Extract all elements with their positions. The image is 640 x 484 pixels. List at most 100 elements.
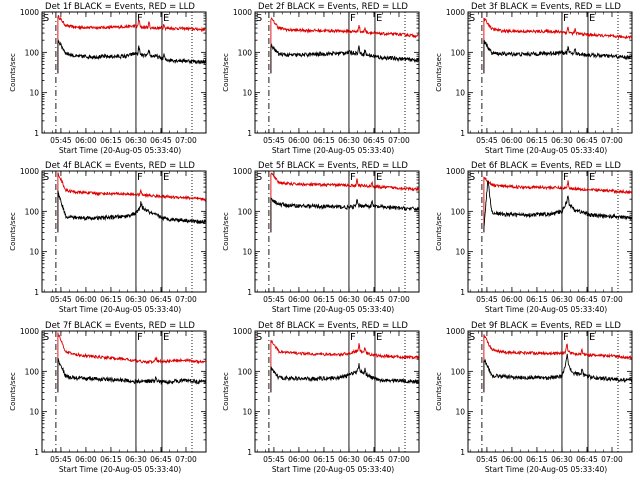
panel-det-9: Det 9f BLACK = Events, RED = LLD 1 10 100 10…	[435, 321, 633, 474]
plot-frame	[467, 170, 633, 293]
plot-frame	[41, 170, 207, 293]
y-tick-label: 10	[455, 408, 465, 417]
series-events-line	[483, 39, 633, 74]
x-tick-label: 07:00	[175, 295, 197, 304]
x-tick-label: 07:00	[601, 455, 623, 464]
x-tick-label: 05:45	[50, 295, 72, 304]
y-tick-label: 1000	[20, 167, 39, 176]
marker-label-e: E	[376, 332, 382, 343]
plot-frame	[41, 330, 207, 453]
y-axis-label: Counts/sec	[9, 212, 17, 251]
panel-det-3: Det 3f BLACK = Events, RED = LLD 1 10 100 10…	[435, 2, 633, 155]
y-tick-label: 1000	[446, 8, 465, 17]
marker-label-e: E	[163, 332, 169, 343]
series-lld-line	[270, 172, 420, 233]
marker-label-f: F	[350, 172, 356, 183]
panel-title: Det 6f BLACK = Events, RED = LLD	[471, 161, 621, 171]
marker-label-s: S	[469, 332, 475, 343]
x-tick-label: 06:45	[363, 295, 385, 304]
x-tick-label: 05:45	[50, 455, 72, 464]
series-lld-line	[57, 332, 207, 393]
x-tick-label: 05:45	[476, 455, 498, 464]
x-tick-label: 06:30	[125, 136, 147, 145]
marker-label-s: S	[469, 13, 475, 24]
x-tick-label: 06:45	[363, 455, 385, 464]
y-tick-label: 100	[25, 367, 40, 376]
x-axis-label: Start Time (20-Aug-05 05:33:40)	[485, 305, 607, 314]
x-tick-label: 06:15	[100, 295, 122, 304]
marker-label-e: E	[163, 172, 169, 183]
x-tick-label: 05:45	[476, 136, 498, 145]
y-tick-label: 1000	[446, 167, 465, 176]
marker-label-s: S	[469, 172, 475, 183]
x-tick-label: 06:15	[313, 455, 335, 464]
y-tick-label: 100	[238, 48, 253, 57]
x-tick-label: 06:00	[288, 136, 310, 145]
y-tick-label: 1	[247, 448, 252, 457]
x-tick-label: 06:45	[150, 136, 172, 145]
x-axis-label: Start Time (20-Aug-05 05:33:40)	[485, 465, 607, 474]
panel-det-6: Det 6f BLACK = Events, RED = LLD 1 10 100 10…	[435, 161, 633, 314]
x-tick-label: 06:15	[526, 295, 548, 304]
y-tick-label: 100	[25, 207, 40, 216]
y-tick-label: 100	[25, 48, 40, 57]
y-tick-label: 1	[460, 448, 465, 457]
marker-label-f: F	[350, 13, 356, 24]
y-tick-label: 10	[242, 408, 252, 417]
panel-title: Det 9f BLACK = Events, RED = LLD	[471, 321, 621, 331]
x-tick-label: 06:00	[75, 455, 97, 464]
x-tick-label: 06:15	[313, 136, 335, 145]
series-events-line	[57, 190, 207, 233]
y-axis-label: Counts/sec	[222, 372, 230, 411]
x-tick-label: 05:45	[263, 136, 285, 145]
marker-label-s: S	[43, 172, 49, 183]
x-tick-label: 07:00	[388, 136, 410, 145]
panel-title: Det 4f BLACK = Events, RED = LLD	[45, 161, 195, 171]
y-tick-label: 1000	[233, 327, 252, 336]
y-tick-label: 100	[238, 207, 253, 216]
marker-label-s: S	[256, 172, 262, 183]
series-lld-line	[483, 176, 633, 233]
marker-label-f: F	[137, 172, 143, 183]
x-tick-label: 06:00	[288, 295, 310, 304]
marker-label-e: E	[589, 172, 595, 183]
y-tick-label: 1000	[20, 327, 39, 336]
series-lld-line	[483, 334, 633, 393]
x-tick-label: 06:00	[288, 455, 310, 464]
y-tick-label: 1	[247, 129, 252, 138]
y-axis-label: Counts/sec	[435, 212, 443, 251]
x-tick-label: 06:15	[100, 136, 122, 145]
y-tick-label: 10	[29, 408, 39, 417]
y-tick-label: 10	[242, 89, 252, 98]
x-axis-label: Start Time (20-Aug-05 05:33:40)	[59, 465, 181, 474]
x-tick-label: 06:30	[125, 295, 147, 304]
marker-label-e: E	[163, 13, 169, 24]
y-axis-label: Counts/sec	[435, 53, 443, 92]
y-tick-label: 10	[29, 248, 39, 257]
marker-label-e: E	[376, 172, 382, 183]
y-tick-label: 1	[460, 129, 465, 138]
y-tick-label: 100	[451, 207, 466, 216]
x-tick-label: 06:45	[150, 295, 172, 304]
x-tick-label: 06:30	[551, 295, 573, 304]
x-axis-label: Start Time (20-Aug-05 05:33:40)	[272, 146, 394, 155]
marker-label-f: F	[137, 332, 143, 343]
panel-det-7: Det 7f BLACK = Events, RED = LLD 1 10 100 10…	[9, 321, 207, 474]
x-tick-label: 05:45	[50, 136, 72, 145]
x-axis-label: Start Time (20-Aug-05 05:33:40)	[485, 146, 607, 155]
y-tick-label: 1000	[233, 8, 252, 17]
y-tick-label: 1	[460, 288, 465, 297]
series-events-line	[483, 353, 633, 393]
panel-det-5: Det 5f BLACK = Events, RED = LLD 1 10 100 10…	[222, 161, 420, 314]
marker-label-f: F	[350, 332, 356, 343]
marker-label-e: E	[589, 13, 595, 24]
y-tick-label: 100	[451, 367, 466, 376]
x-tick-label: 06:00	[501, 136, 523, 145]
plot-frame	[467, 330, 633, 453]
y-tick-label: 10	[455, 89, 465, 98]
series-lld-line	[270, 339, 420, 393]
series-lld-line	[270, 16, 420, 74]
series-events-line	[57, 39, 207, 74]
x-axis-label: Start Time (20-Aug-05 05:33:40)	[59, 305, 181, 314]
marker-label-s: S	[256, 13, 262, 24]
